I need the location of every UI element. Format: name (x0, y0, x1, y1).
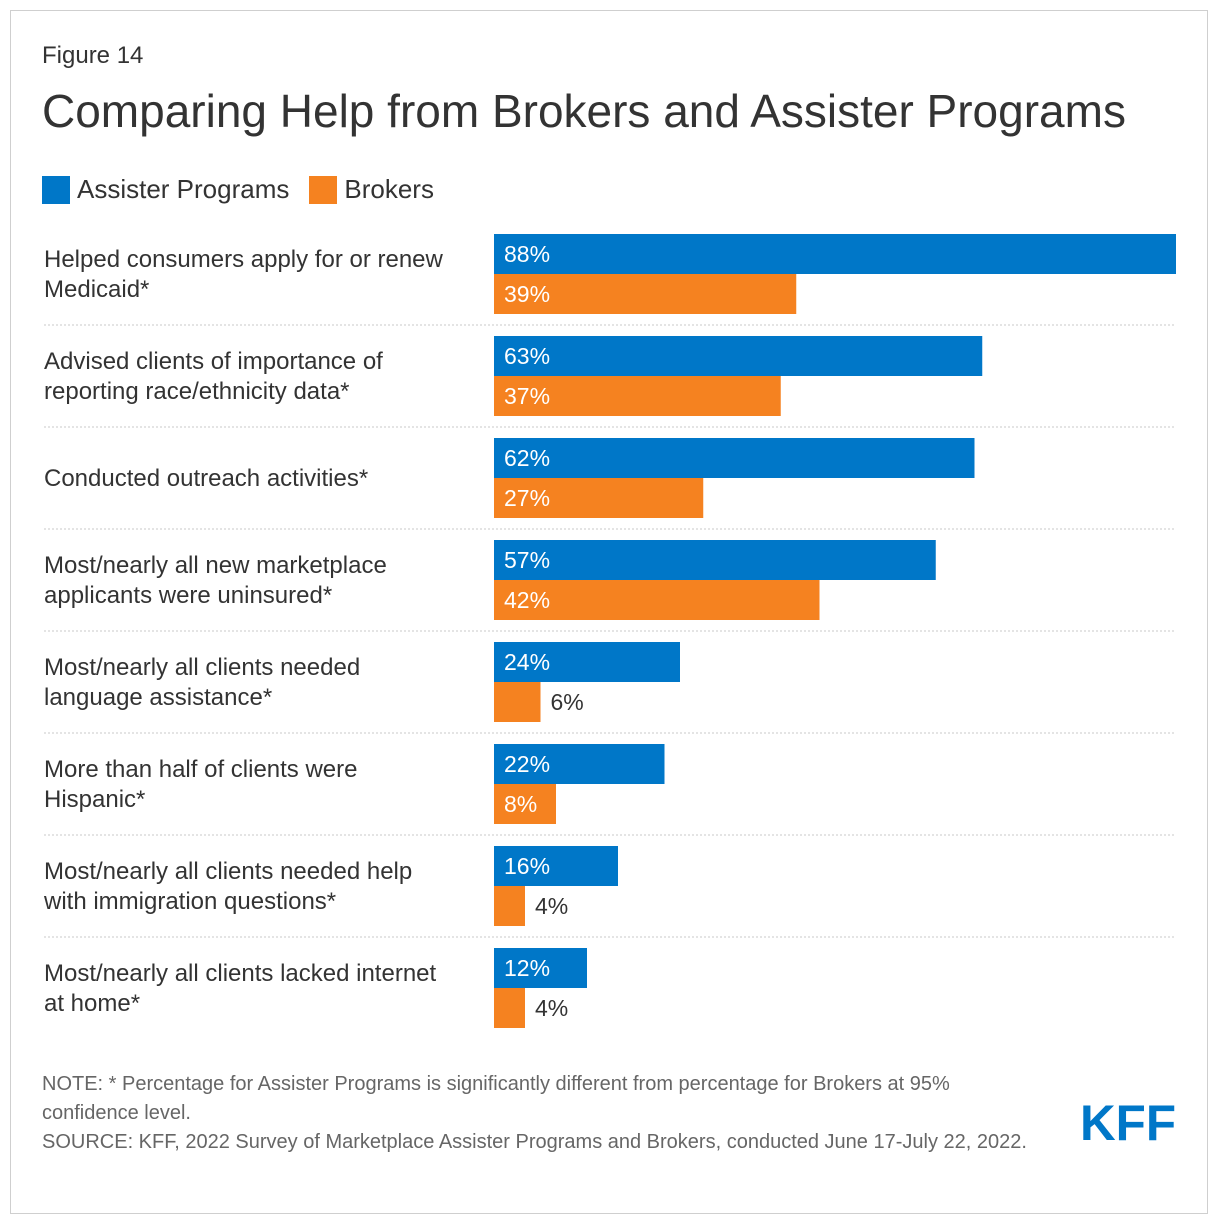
data-label-assister: 63% (504, 343, 550, 369)
legend-label-assister: Assister Programs (77, 174, 290, 204)
bar-brokers (494, 376, 781, 416)
legend-label-brokers: Brokers (344, 174, 434, 204)
category-label: Advised clients of importance of reportin… (44, 348, 383, 405)
data-label-assister: 22% (504, 751, 550, 777)
category-label: More than half of clients were Hispanic* (44, 756, 358, 813)
category-label: Conducted outreach activities* (44, 465, 368, 492)
category-label: Most/nearly all clients needed help with … (43, 858, 412, 915)
data-label-assister: 24% (504, 649, 550, 675)
legend-item-brokers: Brokers (309, 174, 434, 205)
data-label-brokers: 27% (504, 485, 550, 511)
bar-brokers (494, 682, 541, 722)
data-label-brokers: 42% (504, 587, 550, 613)
chart-title: Comparing Help from Brokers and Assister… (42, 85, 1126, 137)
data-label-assister: 88% (504, 241, 550, 267)
bar-brokers (494, 580, 820, 620)
category-label: Most/nearly all clients lacked internet a… (44, 960, 437, 1017)
bar-brokers (494, 784, 556, 824)
bar-brokers (494, 274, 797, 314)
bar-assister (494, 234, 1176, 274)
data-label-assister: 57% (504, 547, 550, 573)
bar-brokers (494, 886, 525, 926)
data-label-brokers: 6% (551, 689, 584, 715)
figure-frame (10, 10, 1208, 1214)
legend: Assister Programs Brokers (42, 174, 454, 205)
data-label-brokers: 4% (535, 995, 568, 1021)
data-label-assister: 12% (504, 955, 550, 981)
bar-brokers (494, 478, 704, 518)
category-label: Most/nearly all clients needed language a… (44, 654, 360, 711)
bar-assister (494, 846, 618, 886)
bar-assister (494, 438, 975, 478)
bar-brokers (494, 988, 525, 1028)
bar-assister (494, 642, 680, 682)
figure-label: Figure 14 (42, 42, 144, 69)
category-label: Most/nearly all new marketplace applicant… (44, 552, 387, 609)
legend-item-assister: Assister Programs (42, 174, 289, 205)
source-text: SOURCE: KFF, 2022 Survey of Marketplace … (42, 1131, 1027, 1153)
data-label-brokers: 37% (504, 383, 550, 409)
footnote: NOTE: * Percentage for Assister Programs… (42, 1070, 1052, 1157)
data-label-brokers: 8% (504, 791, 537, 817)
kff-logo: KFF (1080, 1102, 1176, 1142)
bar-assister (494, 948, 587, 988)
data-label-brokers: 4% (535, 893, 568, 919)
data-label-assister: 16% (504, 853, 550, 879)
legend-swatch-brokers (309, 175, 338, 204)
kff-logo-text: KFF (1080, 1102, 1176, 1142)
note-text: NOTE: * Percentage for Assister Programs… (42, 1073, 950, 1124)
data-label-assister: 62% (504, 445, 550, 471)
bar-assister (494, 540, 936, 580)
legend-swatch-assister (42, 175, 70, 204)
category-label: Helped consumers apply for or renew Medic… (44, 246, 444, 303)
bar-assister (494, 744, 665, 784)
data-label-brokers: 39% (504, 281, 550, 307)
bar-assister (494, 336, 983, 376)
